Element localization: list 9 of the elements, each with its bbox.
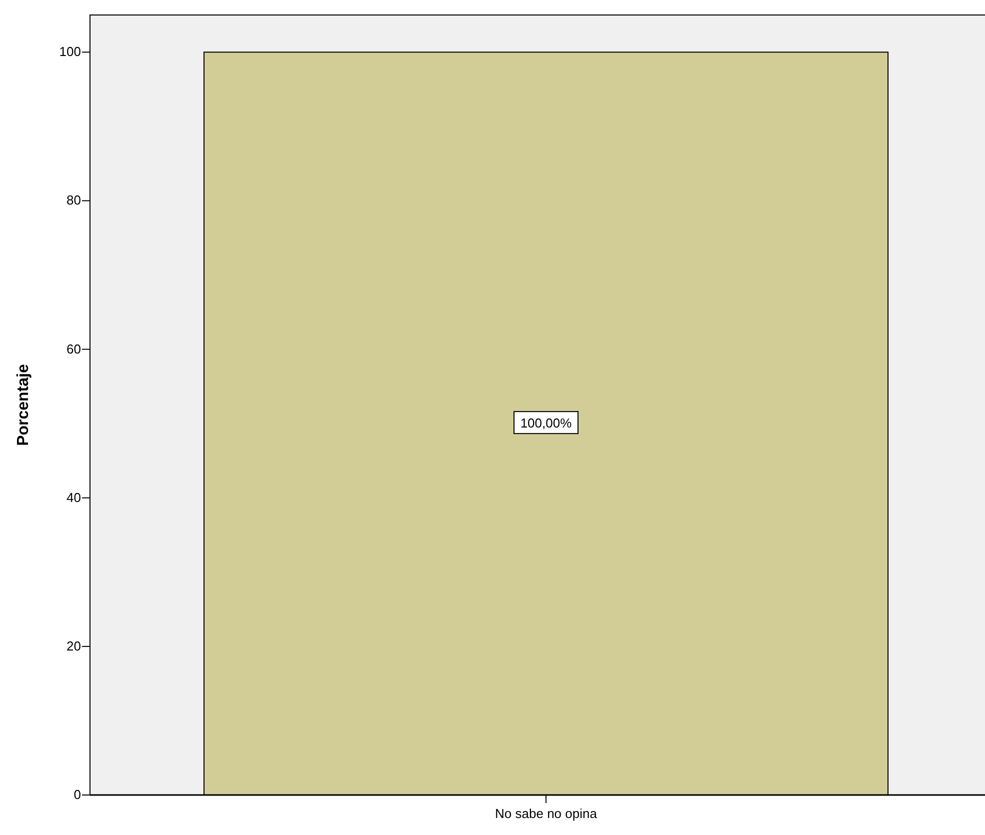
y-tick-label: 100 [59, 44, 81, 60]
y-tick-label: 40 [66, 490, 81, 505]
x-tick-label: No sabe no opina [495, 806, 598, 821]
y-tick-label: 20 [66, 638, 81, 654]
y-tick-label: 0 [74, 787, 81, 802]
y-axis-title: Porcentaje [15, 364, 32, 446]
data-label: 100,00% [520, 416, 572, 431]
y-tick-label: 60 [66, 341, 81, 356]
y-tick-label: 80 [66, 192, 81, 208]
